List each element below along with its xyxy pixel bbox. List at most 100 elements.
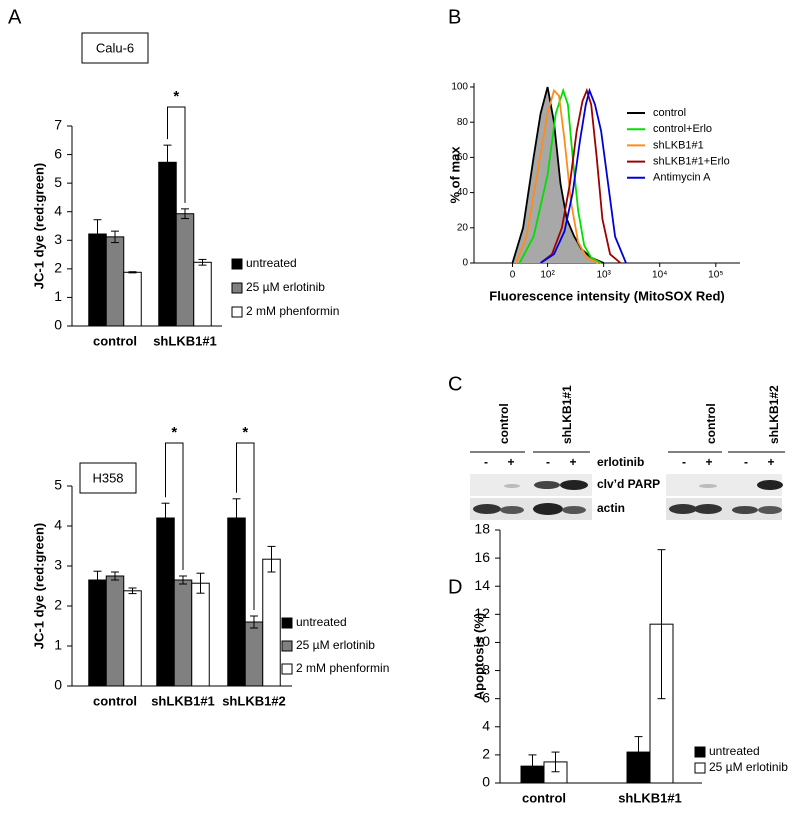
y-tick-label: 6 — [54, 145, 62, 161]
error-bar — [93, 570, 102, 590]
y-tick-label: 0 — [482, 774, 490, 790]
legend-label: untreated — [709, 744, 760, 758]
band — [504, 484, 520, 488]
blot-strip — [470, 498, 592, 520]
x-tick-label: control — [93, 333, 137, 348]
legend-label: shLKB1#1 — [653, 139, 704, 151]
bar — [175, 213, 195, 327]
blot-lane-label: + — [767, 455, 774, 469]
blot-lane-label: - — [682, 455, 686, 469]
legend-label: shLKB1#1+Erlo — [653, 156, 730, 168]
y-tick-label: 0 — [462, 258, 468, 269]
blot-lane-label: - — [484, 455, 488, 469]
blot-lane-label: - — [744, 455, 748, 469]
error-bar — [179, 575, 187, 585]
error-bar — [267, 545, 276, 573]
blot-strip — [666, 498, 782, 520]
error-bar — [181, 208, 189, 220]
legend-swatch — [694, 762, 706, 774]
y-tick-label: 2 — [482, 746, 490, 762]
significance-bracket — [236, 442, 255, 610]
y-tick-label: 4 — [482, 717, 490, 733]
line — [540, 87, 627, 264]
y-tick-label: 6 — [482, 689, 490, 705]
y-tick-label: 1 — [54, 637, 62, 653]
error-bar — [232, 498, 241, 538]
y-axis-label: JC-1 dye (red:green) — [31, 163, 46, 289]
y-tick-label: 0 — [54, 317, 62, 333]
legend-swatch — [231, 282, 243, 294]
x-axis-label: Fluorescence intensity (MitoSOX Red) — [489, 288, 725, 303]
band — [560, 480, 588, 490]
y-axis-label: % of max — [447, 146, 462, 204]
y-tick-label: 10 — [474, 633, 490, 649]
y-tick-label: 100 — [451, 82, 468, 93]
band — [533, 503, 563, 515]
chart-title: Calu-6 — [96, 40, 134, 55]
blot-row-label: clv’d PARP — [597, 477, 660, 491]
blot-column-label: shLKB1#1 — [560, 385, 574, 444]
error-bar — [657, 549, 666, 700]
error-bar — [111, 571, 119, 581]
bar — [191, 582, 210, 687]
blot-row-label: actin — [597, 501, 625, 515]
area — [512, 87, 604, 263]
error-bar — [634, 736, 643, 769]
band — [473, 504, 501, 514]
y-tick-label: 8 — [482, 661, 490, 677]
bar — [156, 517, 175, 687]
y-tick-label: 14 — [474, 577, 490, 593]
legend-label: untreated — [296, 615, 347, 629]
x-tick-label: 10² — [540, 270, 555, 281]
y-tick-label: 12 — [474, 605, 490, 621]
y-tick-label: 2 — [54, 597, 62, 613]
error-bar — [196, 572, 205, 594]
y-tick-label: 80 — [457, 117, 469, 128]
y-tick-label: 5 — [54, 174, 62, 190]
y-axis-label: Apoptosis (%) — [471, 613, 486, 700]
y-tick-label: 60 — [457, 152, 469, 163]
error-bar — [128, 587, 137, 595]
title-box — [81, 32, 149, 64]
y-tick-label: 4 — [54, 202, 62, 218]
panel-label: B — [448, 6, 461, 28]
legend-swatch — [694, 746, 706, 758]
error-bar — [198, 258, 207, 266]
band — [732, 506, 758, 514]
error-bar — [250, 615, 258, 629]
blot-lane-label: - — [546, 455, 550, 469]
band — [500, 506, 524, 514]
blot-strip — [470, 474, 592, 496]
panel-label: C — [448, 373, 462, 395]
blot-column-label: shLKB1#2 — [767, 385, 781, 444]
bar — [105, 575, 125, 687]
y-tick-label: 7 — [54, 117, 62, 133]
legend-label: control+Erlo — [653, 123, 712, 135]
legend-label: control — [653, 107, 686, 119]
x-tick-label: control — [522, 790, 566, 805]
error-bar — [528, 754, 537, 778]
y-axis-label: JC-1 dye (red:green) — [31, 523, 46, 649]
legend-swatch — [231, 306, 243, 318]
band — [757, 480, 783, 490]
y-tick-label: 16 — [474, 549, 490, 565]
y-tick-label: 20 — [457, 222, 469, 233]
x-tick-label: 10⁵ — [708, 270, 723, 281]
bar — [244, 621, 264, 687]
blot-images — [470, 474, 783, 520]
error-bar — [161, 502, 170, 534]
legend-label: 25 µM erlotinib — [709, 760, 788, 774]
y-tick-label: 18 — [474, 521, 490, 537]
band — [669, 504, 697, 514]
legend-swatch — [281, 663, 293, 675]
blot-row-label: erlotinib — [597, 455, 644, 469]
y-tick-label: 0 — [54, 677, 62, 693]
blot-lane-label: + — [569, 455, 576, 469]
legend-label: Antimycin A — [653, 172, 711, 184]
y-tick-label: 1 — [54, 288, 62, 304]
legend-label: 2 mM phenformin — [246, 304, 339, 318]
significance-label: * — [242, 424, 248, 441]
x-tick-label: 0 — [510, 270, 516, 281]
legend-label: 25 µM erlotinib — [296, 638, 375, 652]
